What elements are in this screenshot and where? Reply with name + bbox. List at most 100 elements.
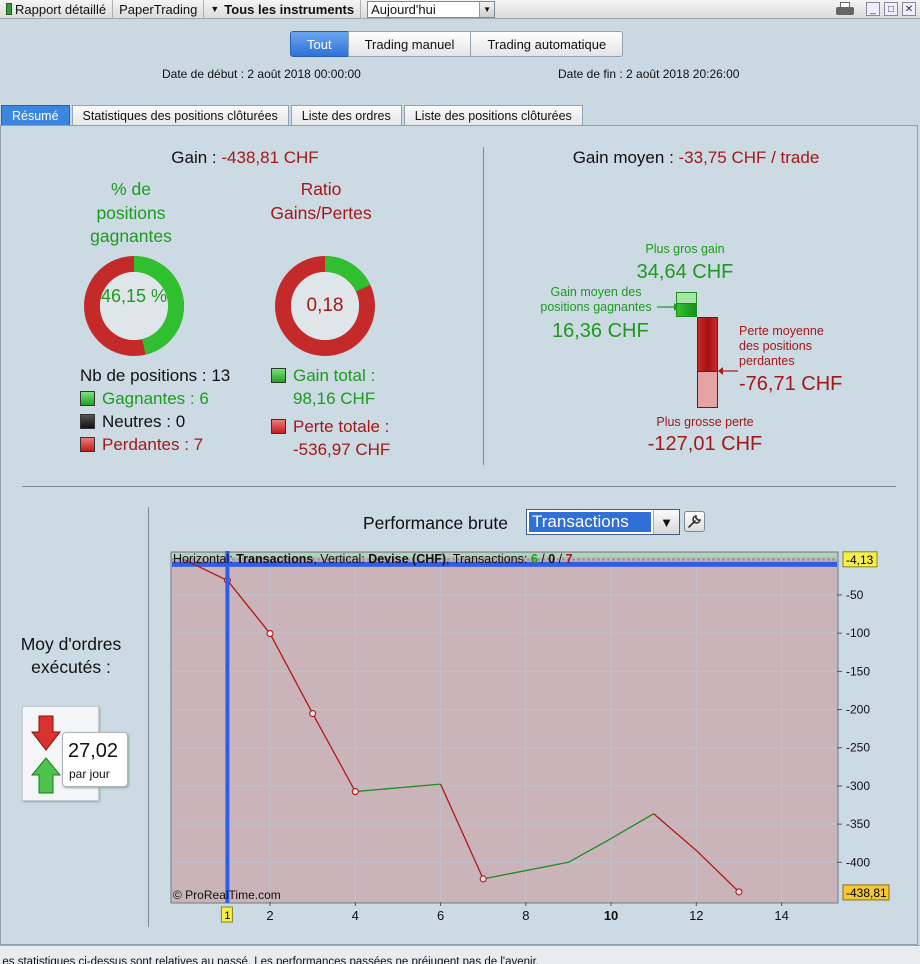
minimize-icon[interactable]: _ (866, 2, 880, 16)
avg-gain-label: Gain moyen : (572, 148, 679, 167)
avg-loss-label: Perte moyenne des positions perdantes (739, 324, 824, 368)
tab-closed-positions[interactable]: Liste des positions clôturées (403, 105, 583, 126)
tab-summary[interactable]: Résumé (1, 105, 70, 126)
orders-card (22, 706, 99, 801)
chevron-down-icon: ▼ (653, 510, 679, 534)
series-segment (226, 580, 271, 634)
series-segment (439, 783, 484, 880)
total-loss-text: Perte totale : (293, 417, 390, 436)
mode-manual-button[interactable]: Trading manuel (347, 31, 472, 57)
gain-value: -438,81 CHF (221, 148, 319, 167)
horizontal-divider (22, 486, 896, 487)
x-tick-label: 10 (604, 908, 618, 923)
avg-win-bar (676, 304, 697, 317)
printer-icon[interactable] (834, 1, 856, 17)
neutral-count: Neutres : 0 (102, 412, 186, 431)
tab-bar: Résumé Statistiques des positions clôtur… (0, 105, 920, 126)
maximize-icon[interactable]: □ (884, 2, 898, 16)
orders-label: Moy d'ordres exécutés : (20, 634, 122, 677)
header-neutral-count: 0 (548, 552, 556, 566)
y-tick-label: -250 (846, 741, 870, 755)
period-select[interactable]: Aujourd'hui ▼ (367, 0, 496, 18)
y-tick-label: -350 (846, 817, 870, 831)
perf-mode-dropdown[interactable]: Transactions ▼ (526, 509, 680, 535)
total-loss-label: Perte totale : (271, 417, 389, 437)
data-point (351, 788, 359, 796)
worst-loss-bar (697, 372, 718, 408)
account-label: PaperTrading (119, 1, 198, 17)
orders-rate-card: 27,02 par jour (62, 732, 128, 787)
avg-loss-bar (697, 317, 718, 372)
series-segment (355, 783, 441, 793)
orders-unit: par jour (69, 767, 110, 781)
instruments-label: Tous les instruments (224, 1, 355, 17)
data-point (309, 710, 317, 718)
header-loss-count: 7 (565, 552, 573, 566)
donut-center (100, 272, 168, 340)
y-tick-label: -200 (846, 703, 870, 717)
total-gain-label: Gain total : (271, 366, 375, 386)
data-point (266, 630, 274, 638)
y-tick-label: -400 (846, 855, 870, 869)
header-slash: / (555, 552, 566, 566)
x-tick-label: 4 (352, 908, 359, 923)
y-tick-label: -100 (846, 626, 870, 640)
wrench-icon[interactable] (684, 511, 705, 532)
period-value: Aujourd'hui (371, 1, 436, 17)
chart-header: Horizontal: Transactions, Vertical: Devi… (173, 552, 573, 566)
zero-line (172, 561, 837, 567)
performance-chart[interactable]: -50-100-150-200-250-300-350-400 2 4 6 8 10 12… (160, 544, 890, 929)
instruments-menu[interactable]: ▼ Tous les instruments (204, 0, 362, 19)
plot-area (170, 551, 839, 904)
tab-orders[interactable]: Liste des ordres (290, 105, 402, 126)
mode-selector: Tout Trading manuel Trading automatique (290, 31, 624, 57)
avg-gain-heading: Gain moyen : -33,75 CHF / trade (486, 148, 906, 168)
close-icon[interactable]: ✕ (902, 2, 916, 16)
mode-auto-button[interactable]: Trading automatique (470, 31, 624, 57)
avg-win-value: 16,36 CHF (552, 320, 649, 342)
legend-winning: Gagnantes : 6 (80, 389, 209, 409)
header-mid: , Vertical: (313, 552, 369, 566)
avg-gain-value: -33,75 CHF / trade (678, 148, 820, 167)
caret-down-icon: ▼ (210, 4, 220, 14)
winning-count: Gagnantes : 6 (102, 389, 209, 408)
detailed-report-button[interactable]: Rapport détaillé (0, 0, 114, 19)
perf-title: Performance brute (363, 513, 508, 533)
start-date: Date de début : 2 août 2018 00:00:00 (162, 67, 361, 81)
ratio-donut (275, 256, 375, 356)
worst-loss-value: -127,01 CHF (647, 433, 763, 455)
header-win-count: 6 (530, 552, 538, 566)
data-point (735, 888, 743, 896)
ratio-title: Ratio Gains/Pertes (270, 179, 372, 223)
account-button[interactable]: PaperTrading (113, 0, 205, 19)
y-tick-label: -150 (846, 664, 870, 678)
header-horizontal: Transactions (236, 552, 314, 566)
last-value-tag (842, 884, 890, 901)
last-value-tag-text: -438,81 (846, 886, 887, 900)
x-axis-ticks: 2 4 6 8 10 12 14 (266, 902, 789, 923)
x-tick-label: 2 (266, 908, 273, 923)
ratio-center (291, 272, 359, 340)
legend-neutral: Neutres : 0 (80, 412, 185, 432)
avg-win-label: Gain moyen des positions gagnantes (540, 285, 652, 314)
tab-closed-stats[interactable]: Statistiques des positions clôturées (71, 105, 289, 126)
top-value-tag-text: -4,13 (846, 553, 874, 567)
mode-all-button[interactable]: Tout (290, 31, 349, 57)
buy-sell-arrows-icon (30, 715, 62, 794)
red-square-icon (80, 437, 95, 452)
total-gain-value: 98,16 CHF (293, 389, 376, 408)
header-vertical: Devise (CHF) (368, 552, 447, 566)
x-tick-label: 6 (437, 908, 444, 923)
header-slash: / (537, 552, 549, 566)
best-gain-bar (676, 292, 697, 304)
series-segment (312, 713, 356, 792)
chevron-down-icon: ▼ (479, 1, 495, 17)
ratio-value: 0,18 (306, 295, 344, 316)
avg-loss-arrow-icon (718, 367, 738, 375)
series-segment (653, 813, 697, 851)
series-segment (269, 633, 314, 714)
x-tick-label: 12 (689, 908, 703, 923)
green-square-icon (271, 368, 286, 383)
orders-value: 27,02 (68, 740, 119, 762)
